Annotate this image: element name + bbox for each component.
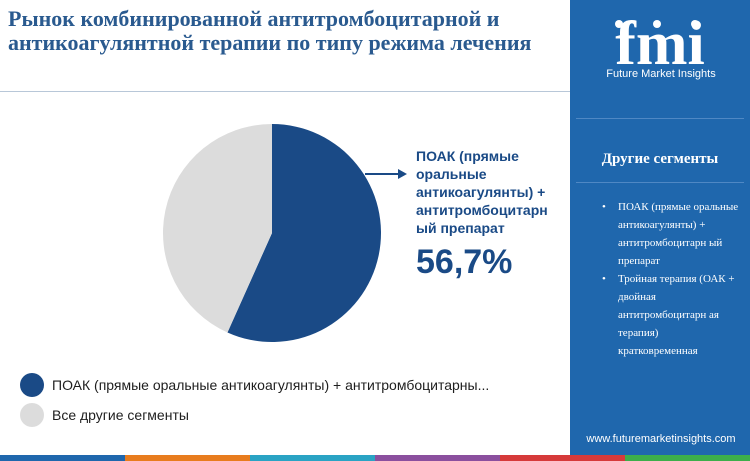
- pie-slice-0: [227, 124, 382, 342]
- callout-arrow-head: [398, 169, 407, 179]
- segment-item: ПОАК (прямые оральные антикоагулянты) + …: [598, 198, 740, 270]
- logo-globe-dot: [691, 20, 699, 28]
- bottom-color-bar: [0, 455, 750, 461]
- logo-globe-dot: [653, 20, 661, 28]
- pie-slice-1: [162, 124, 272, 333]
- legend-swatch-other-segments: [20, 403, 44, 427]
- legend-item-dual-therapy: ПОАК (прямые оральные антикоагулянты) + …: [20, 373, 489, 397]
- logo-subtitle: Future Market Insights: [606, 68, 716, 80]
- logo-text: fmi: [615, 10, 705, 78]
- bottom-bar-segment: [625, 455, 750, 461]
- chart-title: Рынок комбинированной антитромбоцитарной…: [8, 6, 532, 55]
- legend-label-other-segments: Все другие сегменты: [52, 407, 189, 423]
- bottom-bar-segment: [375, 455, 500, 461]
- title-divider: [0, 91, 570, 92]
- segments-title: Другие сегменты: [601, 151, 719, 167]
- sidebar-divider: [576, 118, 744, 119]
- fmi-logo: fmi: [615, 10, 705, 78]
- callout-label: ПОАК (прямые оральные антикоагулянты) + …: [416, 148, 548, 236]
- logo-globe-dot: [615, 20, 623, 28]
- bottom-bar-segment: [500, 455, 625, 461]
- sidebar-divider: [576, 182, 744, 183]
- segments-list: ПОАК (прямые оральные антикоагулянты) + …: [598, 198, 740, 360]
- bottom-bar-segment: [250, 455, 375, 461]
- bottom-bar-segment: [125, 455, 250, 461]
- legend-item-other-segments: Все другие сегменты: [20, 403, 189, 427]
- callout-value: 56,7%: [416, 243, 513, 281]
- legend-swatch-dual-therapy: [20, 373, 44, 397]
- pie-chart: [162, 124, 407, 342]
- segment-item: Тройная терапия (ОАК + двойная антитромб…: [598, 270, 740, 360]
- website-link[interactable]: www.futuremarketinsights.com: [586, 433, 736, 445]
- bottom-bar-segment: [0, 455, 125, 461]
- legend-label-dual-therapy: ПОАК (прямые оральные антикоагулянты) + …: [52, 377, 490, 393]
